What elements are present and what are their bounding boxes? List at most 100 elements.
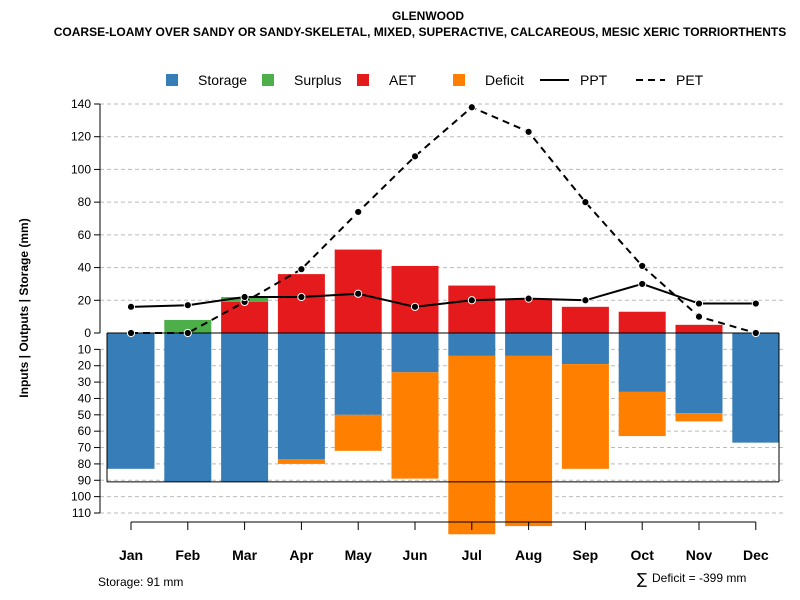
storage-bar — [334, 333, 382, 415]
y-tick-label: 0 — [84, 326, 91, 340]
legend-label: PPT — [580, 72, 608, 88]
axes: 0 20 40 60 80 100 120 140 10 20 30 40 50 60 70 80 90 100 1… — [71, 97, 769, 563]
legend-label: PET — [676, 72, 704, 88]
aet-bar — [391, 265, 439, 333]
bars — [107, 249, 780, 535]
ppt-point — [240, 292, 249, 302]
y-tick-label: 20 — [78, 293, 92, 307]
pet-point — [410, 152, 420, 161]
x-tick-label: May — [345, 547, 372, 563]
legend-swatch — [262, 74, 274, 86]
y-tick-label: 10 — [78, 342, 92, 356]
y-tick-label: 110 — [72, 506, 91, 520]
y-tick-label: 70 — [78, 441, 92, 455]
aet-bar — [505, 298, 553, 333]
legend-label: AET — [389, 72, 417, 88]
pet-point — [751, 328, 760, 338]
storage-bar — [164, 333, 212, 482]
x-tick-label: Jul — [462, 547, 482, 563]
x-tick-label: Dec — [743, 547, 769, 563]
y-tick-label: 140 — [71, 97, 91, 111]
storage-bar — [107, 333, 155, 469]
storage-bar — [277, 333, 325, 459]
deficit-bar — [618, 391, 666, 437]
y-axis-label: Inputs | Outputs | Storage (mm) — [17, 218, 31, 397]
deficit-bar — [277, 459, 325, 464]
x-tick-label: Feb — [175, 547, 200, 563]
deficit-bar — [561, 364, 609, 469]
pet-point — [638, 261, 647, 271]
y-tick-label: 60 — [78, 228, 92, 242]
sum-symbol: ∑ — [637, 570, 647, 588]
y-tick-label: 30 — [78, 375, 92, 389]
ppt-point — [354, 289, 363, 298]
ppt-point — [297, 292, 306, 302]
ppt-point — [467, 296, 476, 305]
pet-point — [297, 265, 306, 274]
ppt-point — [410, 302, 420, 311]
pet-line — [131, 106, 757, 334]
pet-point — [581, 198, 590, 207]
deficit-note: Deficit = -399 mm — [652, 571, 746, 585]
deficit-bar — [448, 355, 496, 535]
legend-label: Storage — [198, 72, 247, 88]
grid-lines — [100, 103, 785, 514]
storage-frame — [106, 332, 780, 483]
storage-bar — [391, 333, 439, 373]
pet-point — [524, 127, 533, 136]
ppt-point — [694, 299, 704, 308]
ppt-point — [581, 296, 590, 305]
legend-swatch — [357, 74, 369, 86]
y-tick-label: 60 — [78, 424, 92, 438]
chart-title: GLENWOOD — [392, 9, 464, 23]
aet-bar — [561, 306, 609, 333]
deficit-bar — [675, 413, 723, 422]
aet-bar — [448, 285, 496, 333]
ppt-point — [638, 279, 647, 289]
x-tick-label: Aug — [515, 547, 542, 563]
pet-point — [183, 328, 192, 338]
legend-label: Surplus — [294, 72, 341, 88]
y-tick-label: 100 — [71, 490, 91, 504]
y-tick-label: 20 — [78, 359, 92, 373]
y-tick-label: 80 — [78, 457, 92, 471]
pet-point — [126, 328, 136, 338]
y-tick-label: 90 — [78, 473, 92, 487]
chart-subtitle: COARSE-LOAMY OVER SANDY OR SANDY-SKELETA… — [54, 25, 787, 39]
x-tick-label: Jan — [119, 547, 143, 563]
storage-bar — [221, 333, 269, 482]
y-tick-label: 80 — [78, 195, 92, 209]
storage-note: Storage: 91 mm — [98, 575, 183, 589]
aet-bar — [618, 311, 666, 333]
ppt-point — [524, 294, 533, 303]
storage-bar — [448, 333, 496, 356]
pet-point — [694, 312, 704, 321]
x-tick-label: Jun — [403, 547, 428, 563]
storage-bar — [618, 333, 666, 392]
legend: Storage Surplus AET Deficit PPT PET — [166, 72, 704, 88]
ppt-line — [130, 282, 756, 308]
aet-bar — [675, 324, 723, 333]
storage-bar — [675, 333, 723, 414]
y-tick-label: 40 — [78, 261, 92, 275]
x-tick-label: Nov — [686, 547, 713, 563]
series-lines — [126, 103, 760, 338]
ppt-point — [126, 302, 136, 311]
pet-point — [354, 207, 363, 217]
storage-bar — [561, 333, 609, 365]
legend-swatch — [453, 74, 465, 86]
storage-bar — [505, 333, 553, 356]
y-tick-label: 40 — [78, 391, 92, 405]
deficit-bar — [334, 414, 382, 451]
x-tick-label: Mar — [232, 547, 257, 563]
deficit-bar — [505, 355, 553, 527]
aet-bar — [277, 274, 325, 333]
pet-point — [467, 103, 476, 112]
legend-swatch — [166, 74, 178, 86]
y-tick-label: 120 — [71, 130, 91, 144]
x-tick-label: Oct — [631, 547, 655, 563]
x-tick-label: Apr — [289, 547, 314, 563]
ppt-point — [183, 301, 192, 310]
surplus-bar — [164, 319, 212, 333]
